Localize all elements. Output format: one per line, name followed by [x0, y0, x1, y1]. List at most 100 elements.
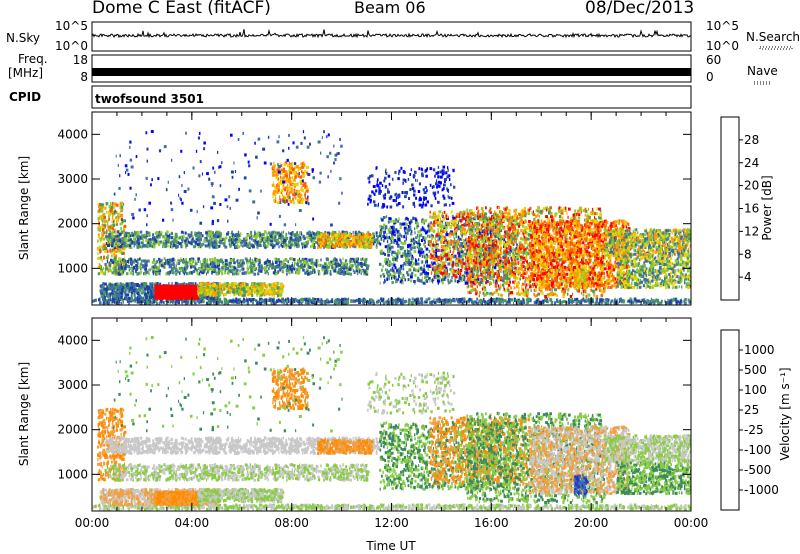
power-echo-cell — [187, 233, 191, 237]
power-echo-cell — [255, 283, 257, 287]
power-echo-cell — [232, 290, 236, 294]
power-echo-cell — [112, 223, 116, 227]
power-echo-cell — [544, 297, 547, 301]
power-echo-cell — [591, 297, 594, 301]
power-echo-cell — [667, 298, 669, 302]
power-echo-cell — [398, 298, 402, 302]
power-echo-cell — [121, 220, 124, 224]
power-echo-cell — [416, 301, 419, 305]
power-echo-cell — [307, 235, 310, 239]
power-echo-cell — [242, 300, 246, 304]
power-echo-cell — [247, 292, 250, 296]
power-echo-cell — [200, 298, 203, 302]
power-echo-cell — [172, 292, 174, 296]
power-echo-cell — [166, 296, 169, 300]
power-echo-cell — [137, 258, 139, 262]
power-echo-cell — [687, 298, 690, 302]
power-echo-cell — [249, 230, 253, 234]
power-echo-cell — [272, 260, 274, 264]
power-echo-cell — [391, 301, 394, 305]
power-echo-cell — [341, 298, 345, 302]
power-echo-cell — [184, 245, 187, 249]
power-echo-cell — [219, 244, 221, 248]
power-echo-cell — [247, 234, 250, 237]
power-echo-cell — [329, 272, 331, 276]
power-echo-cell — [339, 271, 342, 275]
power-echo-cell — [443, 298, 446, 302]
power-echo-cell — [153, 241, 156, 245]
power-echo-cell — [372, 232, 375, 236]
power-echo-cell — [108, 228, 111, 232]
power-echo-cell — [308, 258, 311, 262]
power-echo-cell — [156, 291, 160, 295]
power-echo-cell — [271, 237, 273, 241]
power-echo-cell — [164, 245, 167, 249]
power-echo-cell — [327, 265, 331, 269]
power-echo-cell — [228, 286, 231, 290]
power-echo-cell — [142, 239, 144, 243]
power-echo-cell — [311, 271, 314, 274]
power-echo-cell — [609, 301, 612, 305]
power-echo-cell — [113, 202, 117, 206]
power-echo-cell — [118, 212, 121, 216]
power-echo-cell — [510, 298, 514, 302]
power-echo-cell — [152, 233, 154, 237]
power-echo-cell — [526, 300, 529, 304]
power-echo-cell — [243, 297, 245, 301]
power-echo-cell — [355, 269, 359, 273]
power-echo-cell — [215, 238, 217, 242]
power-echo-cell — [277, 288, 280, 292]
power-echo-cell — [367, 301, 369, 305]
power-echo-cell — [224, 287, 227, 290]
power-echo-cell — [118, 257, 121, 261]
power-echo-cell — [270, 234, 273, 238]
power-echo-cell — [212, 237, 214, 241]
power-echo-cell — [103, 216, 106, 219]
power-echo-cell — [303, 241, 307, 245]
power-echo-cell — [308, 300, 310, 304]
power-echo-cell — [313, 299, 316, 303]
power-echo-cell — [117, 212, 119, 216]
power-echo-cell — [403, 300, 406, 304]
power-echo-cell — [281, 238, 284, 242]
power-echo-cell — [146, 231, 149, 235]
power-echo-cell — [212, 236, 215, 240]
power-echo-cell — [245, 297, 247, 301]
power-echo-cell — [447, 298, 451, 302]
power-echo-cell — [98, 233, 100, 237]
power-echo-cell — [105, 231, 108, 235]
power-echo-cell — [196, 271, 198, 275]
power-echo-cell — [233, 288, 235, 292]
power-echo-cell — [285, 259, 288, 262]
power-echo-cell — [171, 266, 175, 270]
power-echo-cell — [628, 299, 631, 303]
power-echo-cell — [230, 284, 233, 288]
power-echo-cell — [198, 297, 201, 301]
power-echo-cell — [226, 266, 229, 270]
power-echo-cell — [329, 270, 332, 273]
power-echo-cell — [294, 300, 296, 303]
power-echo-cell — [156, 293, 158, 297]
power-echo-cell — [188, 295, 191, 299]
power-echo-cell — [289, 236, 293, 240]
power-echo-cell — [101, 271, 104, 275]
power-echo-cell — [162, 300, 164, 304]
power-echo-cell — [217, 284, 220, 287]
power-echo-cell — [222, 284, 224, 288]
power-echo-cell — [132, 272, 134, 276]
power-echo-cell — [413, 298, 417, 302]
power-echo-cell — [645, 301, 648, 305]
power-echo-cell — [173, 240, 176, 244]
power-echo-cell — [546, 297, 548, 301]
power-echo-cell — [187, 240, 189, 244]
power-echo-cell — [125, 244, 128, 248]
power-echo-cell — [257, 232, 260, 236]
power-echo-cell — [288, 231, 290, 235]
power-echo-cell — [109, 262, 112, 266]
power-echo-cell — [569, 298, 572, 302]
power-echo-cell — [262, 282, 266, 286]
power-echo-cell — [208, 243, 212, 247]
power-echo-cell — [279, 293, 283, 297]
power-echo-cell — [307, 299, 310, 303]
